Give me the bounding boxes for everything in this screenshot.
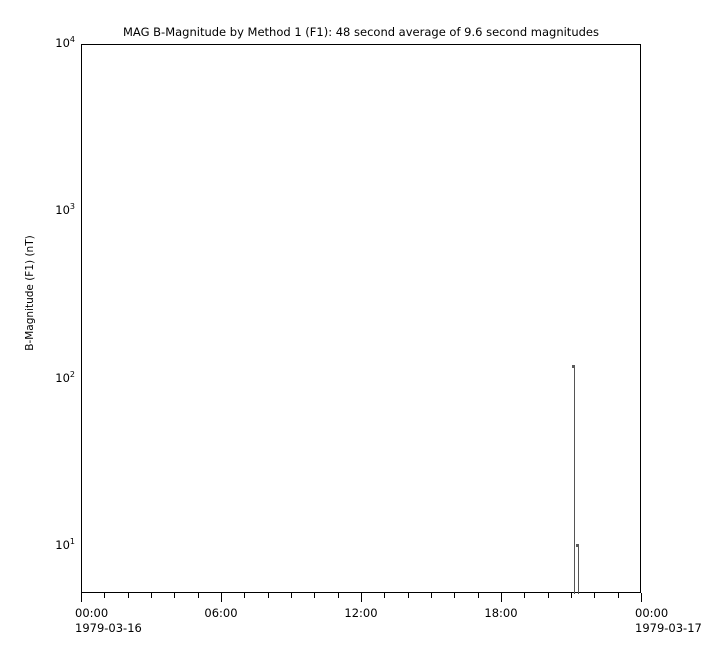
page-title: MAG B-Magnitude by Method 1 (F1): 48 sec…	[123, 25, 599, 39]
x-axis-tick-label: 12:00	[316, 606, 406, 620]
y-axis-label: B-Magnitude (F1) (nT)	[24, 235, 36, 351]
x-axis-minor-tick	[174, 593, 176, 598]
x-axis-minor-tick	[571, 593, 572, 598]
x-axis-minor-tick	[547, 593, 549, 598]
x-axis-tick-label: 06:00	[176, 606, 266, 620]
x-axis-minor-tick	[477, 593, 479, 598]
y-tick-mantissa: 10	[55, 370, 70, 385]
x-axis-major-tick	[361, 593, 362, 602]
x-axis-minor-tick	[431, 593, 432, 598]
x-axis-major-tick	[221, 593, 222, 602]
x-axis-tick-label: 00:00 1979-03-17	[635, 606, 724, 635]
data-point-marker	[576, 543, 580, 547]
data-series-layer	[82, 45, 640, 594]
y-tick-exponent: 4	[69, 35, 75, 45]
x-axis-minor-tick	[594, 593, 596, 598]
x-axis-minor-tick	[104, 593, 106, 598]
x-axis-minor-tick	[197, 593, 199, 598]
x-axis-minor-tick	[454, 593, 456, 598]
data-stem	[573, 366, 575, 594]
x-axis-minor-tick	[244, 593, 246, 598]
x-axis-minor-tick	[384, 593, 386, 598]
x-tick-time: 18:00	[484, 606, 518, 620]
x-axis-minor-tick	[337, 593, 339, 598]
x-tick-time: 00:00	[635, 606, 669, 620]
y-tick-exponent: 1	[69, 537, 75, 547]
x-axis-minor-tick	[127, 593, 129, 598]
y-tick-mantissa: 10	[55, 537, 70, 552]
y-axis-tick-label: 103	[27, 203, 75, 217]
x-tick-time: 12:00	[344, 606, 378, 620]
plot-axes-frame	[81, 44, 641, 594]
y-tick-exponent: 3	[69, 202, 75, 212]
x-axis-major-tick	[81, 593, 82, 602]
x-axis-minor-tick	[524, 593, 526, 598]
x-axis-tick-label: 00:00 1979-03-16	[75, 606, 185, 635]
x-tick-time: 00:00	[75, 606, 109, 620]
y-tick-mantissa: 10	[55, 203, 70, 218]
x-axis-tick-label: 18:00	[456, 606, 546, 620]
x-axis-minor-tick	[267, 593, 269, 598]
data-point-marker	[572, 364, 576, 368]
y-axis-tick-label: 101	[27, 538, 75, 552]
x-axis-major-tick	[501, 593, 502, 602]
x-axis-minor-tick	[151, 593, 152, 598]
x-tick-date: 1979-03-17	[635, 621, 702, 635]
x-axis-minor-tick	[291, 593, 292, 598]
x-axis-major-tick	[641, 593, 642, 602]
x-tick-date: 1979-03-16	[75, 621, 142, 635]
x-axis-minor-tick	[407, 593, 409, 598]
y-axis-tick-label: 102	[27, 369, 75, 385]
data-stem	[577, 545, 579, 594]
y-tick-exponent: 2	[69, 369, 75, 379]
y-axis-tick-label: 104	[27, 36, 75, 50]
x-tick-time: 06:00	[204, 606, 238, 620]
x-axis-minor-tick	[617, 593, 619, 598]
y-tick-mantissa: 10	[55, 36, 70, 50]
x-axis-minor-tick	[314, 593, 316, 598]
